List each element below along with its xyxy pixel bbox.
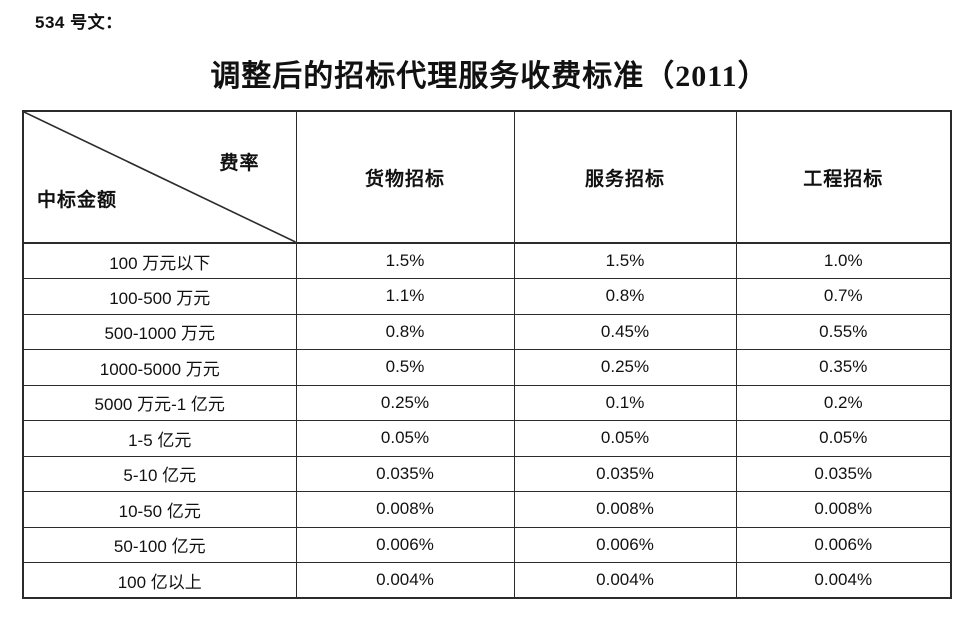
cell-engineering: 0.2% (735, 384, 952, 421)
cell-service: 0.006% (513, 526, 737, 563)
column-header-service: 服务招标 (513, 110, 737, 244)
fee-table: 费率 中标金额 货物招标 服务招标 工程招标 100 万元以下 1.5% 1.5… (22, 110, 952, 599)
cell-service: 0.25% (513, 349, 737, 386)
table-row: 5000 万元-1 亿元 0.25% 0.1% 0.2% (22, 384, 952, 421)
cell-goods: 0.008% (295, 491, 515, 528)
cell-engineering: 0.05% (735, 420, 952, 457)
row-label: 5000 万元-1 亿元 (22, 384, 297, 421)
cell-service: 0.1% (513, 384, 737, 421)
row-label: 500-1000 万元 (22, 313, 297, 350)
cell-goods: 0.006% (295, 526, 515, 563)
diagonal-line (24, 112, 296, 242)
cell-service: 1.5% (513, 242, 737, 279)
cell-engineering: 0.008% (735, 491, 952, 528)
cell-engineering: 0.55% (735, 313, 952, 350)
cell-service: 0.05% (513, 420, 737, 457)
header-row: 费率 中标金额 货物招标 服务招标 工程招标 (22, 110, 952, 244)
cell-goods: 1.1% (295, 278, 515, 315)
table-row: 1-5 亿元 0.05% 0.05% 0.05% (22, 420, 952, 457)
cell-service: 0.004% (513, 562, 737, 599)
row-label: 100-500 万元 (22, 278, 297, 315)
row-label: 10-50 亿元 (22, 491, 297, 528)
table-row: 100 亿以上 0.004% 0.004% 0.004% (22, 562, 952, 599)
cell-goods: 0.05% (295, 420, 515, 457)
corner-label-amount: 中标金额 (37, 190, 118, 211)
doc-number-label: 534 号文： (35, 13, 123, 32)
cell-goods: 0.004% (295, 562, 515, 599)
column-header-goods: 货物招标 (295, 110, 515, 244)
table-row: 50-100 亿元 0.006% 0.006% 0.006% (22, 526, 952, 563)
cell-goods: 0.5% (295, 349, 515, 386)
cell-service: 0.035% (513, 455, 737, 492)
cell-goods: 0.25% (295, 384, 515, 421)
cell-service: 0.8% (513, 278, 737, 315)
cell-engineering: 0.7% (735, 278, 952, 315)
table-row: 100-500 万元 1.1% 0.8% 0.7% (22, 278, 952, 315)
column-header-engineering: 工程招标 (735, 110, 952, 244)
corner-label-rate: 费率 (219, 153, 260, 174)
cell-engineering: 1.0% (735, 242, 952, 279)
table-row: 10-50 亿元 0.008% 0.008% 0.008% (22, 491, 952, 528)
row-label: 1000-5000 万元 (22, 349, 297, 386)
cell-goods: 1.5% (295, 242, 515, 279)
corner-header-cell: 费率 中标金额 (22, 110, 297, 244)
cell-engineering: 0.004% (735, 562, 952, 599)
table-row: 1000-5000 万元 0.5% 0.25% 0.35% (22, 349, 952, 386)
cell-engineering: 0.035% (735, 455, 952, 492)
cell-service: 0.45% (513, 313, 737, 350)
cell-engineering: 0.35% (735, 349, 952, 386)
table-row: 500-1000 万元 0.8% 0.45% 0.55% (22, 313, 952, 350)
cell-goods: 0.8% (295, 313, 515, 350)
row-label: 5-10 亿元 (22, 455, 297, 492)
cell-engineering: 0.006% (735, 526, 952, 563)
row-label: 100 亿以上 (22, 562, 297, 599)
table-row: 100 万元以下 1.5% 1.5% 1.0% (22, 242, 952, 279)
row-label: 100 万元以下 (22, 242, 297, 279)
page-title: 调整后的招标代理服务收费标准（2011） (210, 60, 769, 93)
table-row: 5-10 亿元 0.035% 0.035% 0.035% (22, 455, 952, 492)
cell-goods: 0.035% (295, 455, 515, 492)
cell-service: 0.008% (513, 491, 737, 528)
row-label: 50-100 亿元 (22, 526, 297, 563)
row-label: 1-5 亿元 (22, 420, 297, 457)
